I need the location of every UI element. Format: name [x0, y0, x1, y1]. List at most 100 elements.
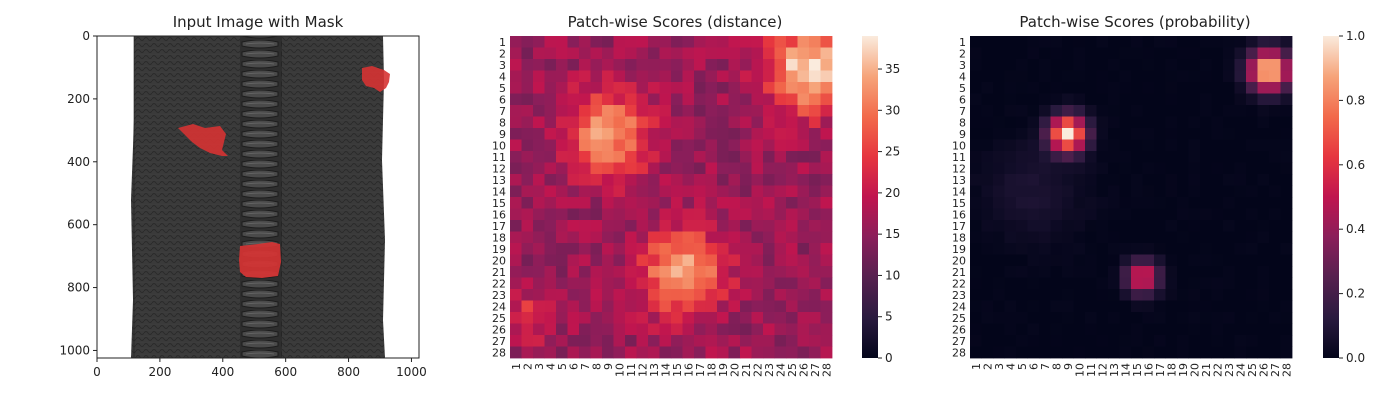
heatmap-cell [1257, 220, 1270, 232]
heatmap-cell [694, 151, 706, 163]
heatmap-cell [1246, 47, 1258, 60]
heatmap-cell [1062, 277, 1074, 290]
heatmap-cell [579, 277, 591, 290]
heatmap-cell [1165, 162, 1178, 175]
heatmap-cell [1108, 300, 1120, 313]
heatmap-cell [993, 208, 1005, 221]
heatmap-cell [1085, 231, 1097, 244]
heatmap-cell [1096, 82, 1109, 94]
heatmap-cell [809, 162, 821, 175]
heatmap-cell [763, 312, 775, 324]
heatmap-cell [567, 151, 580, 163]
heatmap-cell [1131, 128, 1143, 140]
heatmap-cell [510, 231, 522, 244]
heatmap-cell [1016, 151, 1028, 163]
heatmap-cell [751, 59, 764, 71]
heatmap-cell [521, 151, 534, 163]
heatmap-cell [1269, 346, 1281, 359]
heatmap-cell [705, 139, 718, 152]
x-tick-label: 600 [274, 365, 297, 379]
heatmap-cell [1142, 243, 1155, 255]
heatmap-cell [625, 70, 637, 83]
heatmap-cell [970, 139, 982, 152]
heatmap-cell [1096, 116, 1109, 129]
heatmap-cell [1073, 82, 1086, 94]
heatmap-cell [1223, 323, 1235, 336]
heatmap-cell [1027, 208, 1040, 221]
heatmap-cell [1154, 254, 1166, 267]
heatmap-cell [981, 335, 994, 347]
heatmap-cell [613, 36, 626, 48]
heatmap-cell [1039, 254, 1051, 267]
heatmap-cell [694, 36, 706, 48]
heatmap-cell [993, 243, 1005, 255]
heatmap-cell [1142, 162, 1155, 175]
heatmap-cell [1142, 197, 1155, 209]
heatmap-cell [579, 70, 591, 83]
heatmap-cell [717, 346, 729, 359]
heatmap-cell [625, 289, 637, 301]
heatmap-cell [820, 139, 833, 152]
heatmap-cell [1165, 70, 1178, 83]
heatmap-cell [659, 47, 672, 60]
heatmap-cell [740, 243, 752, 255]
row-label: 18 [952, 231, 966, 244]
heatmap-cell [1280, 220, 1293, 232]
heatmap-cell [970, 70, 982, 83]
heatmap-cell [981, 277, 994, 290]
heatmap-cell [625, 312, 637, 324]
heatmap-cell [1119, 47, 1132, 60]
heatmap-cell [740, 220, 752, 232]
heatmap-cell [1073, 289, 1086, 301]
heatmap-cell [1096, 105, 1109, 117]
heatmap-cell [1085, 36, 1097, 48]
heatmap-cell [510, 323, 522, 336]
heatmap-cell [1142, 312, 1155, 324]
heatmap-cell [1085, 174, 1097, 186]
heatmap-cell [1062, 243, 1074, 255]
heatmap-cell [636, 243, 649, 255]
heatmap-cell [1073, 300, 1086, 313]
heatmap-cell [602, 70, 614, 83]
heatmap-cell [970, 277, 982, 290]
heatmap-cell [993, 36, 1005, 48]
heatmap-cell [1246, 231, 1258, 244]
col-label: 12 [1096, 363, 1109, 377]
heatmap-cell [1085, 93, 1097, 106]
heatmap-cell [1050, 243, 1063, 255]
heatmap-cell [1039, 197, 1051, 209]
heatmap-cell [740, 59, 752, 71]
row-label: 26 [952, 323, 966, 336]
heatmap-cell [1039, 151, 1051, 163]
heatmap-cell [751, 323, 764, 336]
heatmap-cell [556, 243, 568, 255]
heatmap-cell [1142, 59, 1155, 71]
heatmap-cell [590, 139, 603, 152]
heatmap-cell [993, 185, 1005, 198]
heatmap-cell [981, 185, 994, 198]
heatmap-cell [1280, 47, 1293, 60]
heatmap-cell [1050, 82, 1063, 94]
heatmap-cell [705, 105, 718, 117]
heatmap-cell [1165, 185, 1178, 198]
heatmap-cell [1108, 220, 1120, 232]
heatmap-cell [1234, 116, 1247, 129]
heatmap-cell [1096, 197, 1109, 209]
heatmap-cell [648, 105, 660, 117]
heatmap-cell [694, 128, 706, 140]
heatmap-cell [1223, 116, 1235, 129]
heatmap-cell [1050, 231, 1063, 244]
heatmap-cell [970, 220, 982, 232]
heatmap-cell [1269, 220, 1281, 232]
heatmap-cell [809, 254, 821, 267]
heatmap-cell [993, 162, 1005, 175]
heatmap-cell [671, 82, 683, 94]
heatmap-cell [993, 59, 1005, 71]
heatmap-cell [625, 323, 637, 336]
heatmap-cell [797, 174, 810, 186]
heatmap-cell [1211, 335, 1224, 347]
heatmap-cell [510, 208, 522, 221]
heatmap-cell [613, 174, 626, 186]
heatmap-cell [579, 185, 591, 198]
row-label: 25 [952, 312, 966, 325]
